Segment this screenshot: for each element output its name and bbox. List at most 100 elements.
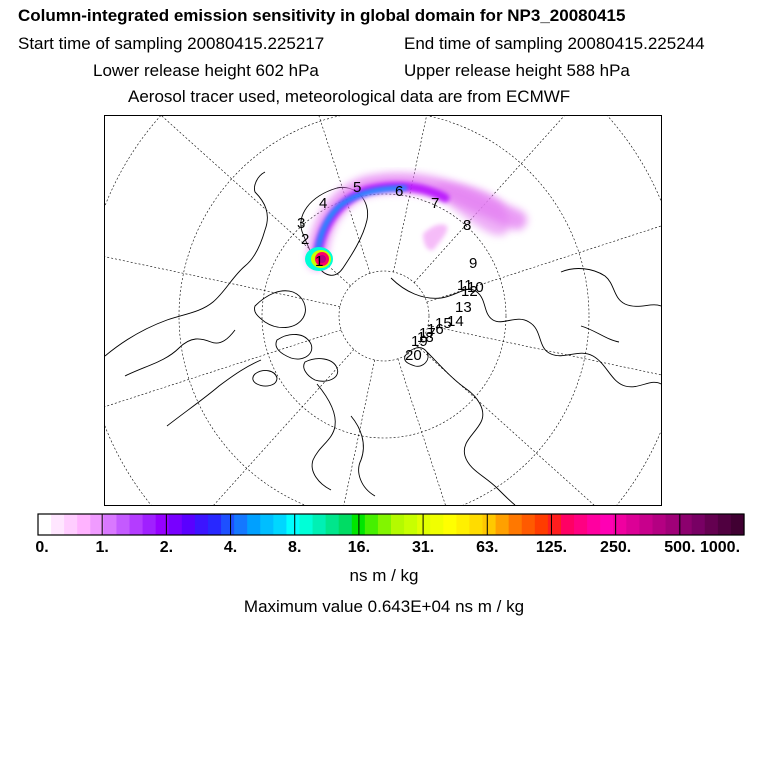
colorbar-swatch xyxy=(508,514,523,535)
colorbar-tick-label: 2. xyxy=(159,539,174,556)
colorbar-swatch xyxy=(168,514,183,535)
coastline-novaya-zemlya xyxy=(404,347,429,367)
coastline-scandinavia xyxy=(311,383,376,497)
colorbar-swatch xyxy=(495,514,510,535)
meridian-line xyxy=(417,345,595,505)
trajectory-day-label: 8 xyxy=(463,217,471,234)
trajectory-day-label: 4 xyxy=(319,195,327,212)
colorbar-tick-label: 500. xyxy=(664,539,696,556)
colorbar-swatch xyxy=(534,514,549,535)
colorbar-swatch xyxy=(404,514,418,535)
colorbar-swatch xyxy=(325,514,340,535)
colorbar-swatch xyxy=(417,514,431,535)
colorbar-swatch xyxy=(77,514,91,535)
tracer-info-label: Aerosol tracer used, meteorological data… xyxy=(128,87,571,106)
colorbar-tick-label: 8. xyxy=(288,539,302,556)
meridian-line xyxy=(213,349,355,505)
colorbar-swatch xyxy=(286,514,301,535)
lower-height-label: Lower release height 602 hPa xyxy=(93,61,319,80)
trajectory-day-label: 13 xyxy=(455,299,472,316)
coastlines xyxy=(105,171,661,505)
colorbar-swatch xyxy=(247,514,261,535)
colorbar-swatch xyxy=(613,514,627,535)
colorbar-tick-label: 31. xyxy=(411,539,435,556)
colorbar-swatch xyxy=(38,514,52,535)
colorbar-swatch xyxy=(560,514,575,535)
colorbar-swatch xyxy=(116,514,131,535)
meridian-line xyxy=(343,359,375,505)
colorbar-swatch xyxy=(704,514,719,535)
map-title: Column-integrated emission sensitivity i… xyxy=(18,6,626,25)
colorbar-swatch xyxy=(574,514,588,535)
graticule xyxy=(105,116,661,505)
colorbar-swatch xyxy=(587,514,601,535)
meridian-line xyxy=(105,329,342,407)
colorbar-swatch xyxy=(103,514,118,535)
colorbar-swatch xyxy=(129,514,144,535)
trajectory-day-label: 19 xyxy=(411,333,428,350)
trajectory-day-label: 1 xyxy=(315,253,323,270)
colorbar-swatch xyxy=(338,514,353,535)
plume-fan-tail xyxy=(423,224,448,251)
colorbar-swatch xyxy=(377,514,392,535)
colorbar-swatch xyxy=(234,514,248,535)
trajectory-day-label: 18 xyxy=(417,329,434,346)
upper-height-label: Upper release height 588 hPa xyxy=(404,61,630,80)
colorbar-tick-label: 0. xyxy=(35,539,49,556)
colorbar-swatch xyxy=(521,514,536,535)
colorbar-swatch xyxy=(142,514,157,535)
colorbar-tick-label: 1. xyxy=(95,539,109,556)
colorbar-swatch xyxy=(312,514,327,535)
trajectory-day-label: 14 xyxy=(447,313,464,330)
trajectory-day-label: 20 xyxy=(405,347,422,364)
colorbar-swatch xyxy=(364,514,379,535)
colorbar-swatch xyxy=(443,514,457,535)
colorbar-swatch xyxy=(600,514,614,535)
trajectory-day-label: 15 xyxy=(435,315,452,332)
colorbar-swatch xyxy=(678,514,693,535)
trajectory-day-label: 10 xyxy=(467,279,484,296)
source-core xyxy=(318,255,326,263)
colorbar-tick-label: 16. xyxy=(347,539,371,556)
release-source-blob xyxy=(305,247,333,271)
colorbar-swatch xyxy=(260,514,274,535)
colorbar-swatch xyxy=(482,514,497,535)
colorbar-swatch xyxy=(469,514,484,535)
colorbar-swatch xyxy=(547,514,562,535)
colorbar-swatch xyxy=(221,514,235,535)
coastline-eurasia xyxy=(390,277,661,505)
colorbar-tick-label: 250. xyxy=(600,539,632,556)
colorbar xyxy=(37,513,745,536)
latitude-circle xyxy=(178,116,590,505)
trajectory-day-label: 11 xyxy=(457,277,473,294)
trajectory-day-label: 7 xyxy=(431,195,439,212)
units-label: ns m / kg xyxy=(349,566,419,585)
latitude-circle xyxy=(261,193,507,439)
colorbar-swatch xyxy=(691,514,706,535)
end-time-label: End time of sampling 20080415.225244 xyxy=(404,34,705,53)
trajectory-day-label: 5 xyxy=(353,179,361,196)
colorbar-swatch xyxy=(391,514,405,535)
colorbar-swatch xyxy=(273,514,288,535)
trajectory-day-label: 17 xyxy=(419,325,436,342)
start-time-label: Start time of sampling 20080415.225217 xyxy=(18,34,325,53)
colorbar-tick-label: 63. xyxy=(476,539,499,556)
plume-fan xyxy=(435,183,510,236)
colorbar-tick-label: 1000. xyxy=(699,539,741,556)
trajectory-day-label: 12 xyxy=(461,283,478,300)
coastline-arctic-islands xyxy=(254,290,339,382)
colorbar-swatch xyxy=(626,514,641,535)
colorbar-swatch xyxy=(207,514,222,535)
colorbar-swatch xyxy=(299,514,314,535)
colorbar-swatch xyxy=(181,514,196,535)
plume-core xyxy=(314,185,408,259)
colorbar-swatch xyxy=(652,514,667,535)
colorbar-swatch xyxy=(194,514,209,535)
coastline-north-america xyxy=(105,171,268,427)
colorbar-swatch xyxy=(64,514,78,535)
colorbar-swatch xyxy=(639,514,654,535)
latitude-circle xyxy=(338,270,430,362)
colorbar-swatch xyxy=(665,514,680,535)
